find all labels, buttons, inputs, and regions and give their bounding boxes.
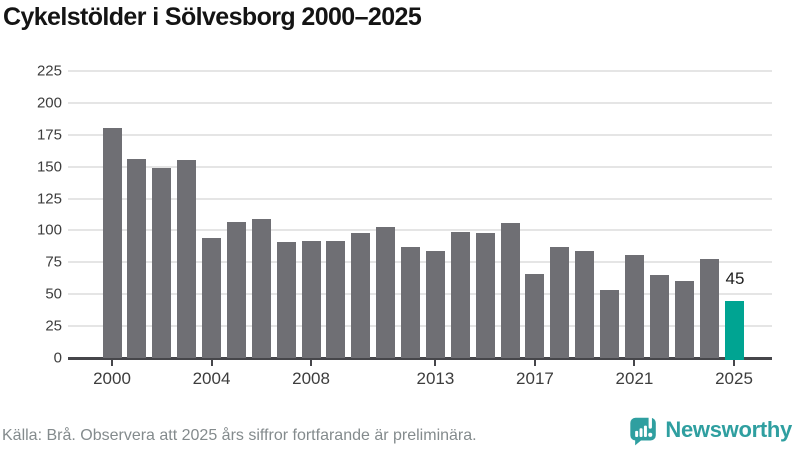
x-tick-2025 [733,359,735,366]
y-tick-label-100: 100 [36,221,62,239]
bar-2002 [152,167,172,358]
y-tick-label-200: 200 [36,94,62,112]
x-tick-label-2017: 2017 [516,369,554,388]
bar-2019 [575,250,595,358]
y-tick-label-25: 25 [45,317,62,335]
bar-2008 [301,240,321,358]
bar-2012 [401,247,421,358]
x-tick-label-2013: 2013 [416,369,455,388]
y-tick-label-125: 125 [36,190,62,208]
highlight-value-label: 45 [725,268,745,288]
newsworthy-speech-bubble-chart-icon [630,415,657,446]
gridline-175 [68,133,772,136]
bar-2015 [475,233,495,358]
x-tick-2008 [310,359,313,366]
bar-2011 [376,226,396,358]
y-tick-label-150: 150 [36,158,62,176]
gridline-100 [68,229,772,232]
x-tick-label-2004: 2004 [192,369,231,388]
bar-2013 [425,250,445,358]
y-axis-labels: 0 25 50 75 100 125 150 175 200 225 [0,63,62,367]
bar-2016 [500,222,520,358]
x-tick-2000 [111,359,113,366]
bar-2000 [102,128,122,358]
x-tick-label-2000: 2000 [93,369,131,388]
x-tick-label-2008: 2008 [292,369,330,388]
y-tick-label-0: 0 [53,349,62,367]
x-axis-ticks: 2000 2004 2008 2013 2017 2021 2025 [68,358,772,398]
gridline-125 [68,197,772,200]
y-tick-label-50: 50 [45,285,62,303]
bar-2009 [326,240,346,358]
gridline-200 [68,101,772,104]
bar-2025 [724,300,744,360]
bar-2007 [276,241,296,358]
plot-area: 45 [68,70,772,360]
x-tick-label-2021: 2021 [615,369,654,388]
y-tick-label-225: 225 [36,62,62,80]
bar-2005 [226,221,246,358]
newsworthy-logo[interactable]: Newsworthy [629,414,792,446]
x-tick-2013 [434,359,437,366]
y-tick-label-75: 75 [45,253,62,271]
y-tick-label-175: 175 [36,126,62,144]
bar-2004 [202,238,222,358]
chart-title: Cykelstölder i Sölvesborg 2000–2025 [3,3,422,31]
bar-2010 [351,233,371,358]
x-tick-label-2025: 2025 [715,369,753,388]
newsworthy-logo-text: Newsworthy [665,417,792,442]
bar-2023 [674,281,694,358]
gridline-225 [68,70,772,72]
x-tick-2004 [210,359,213,366]
bar-2024 [699,258,719,358]
bar-2020 [600,290,620,358]
x-axis-line [68,357,772,360]
x-tick-2021 [633,359,636,366]
bar-2022 [649,275,669,358]
bar-2003 [177,160,197,358]
x-tick-2017 [533,359,536,366]
bar-2021 [624,254,644,358]
bar-2017 [525,273,545,358]
bar-2006 [251,218,271,358]
gridline-150 [68,165,772,168]
source-note: Källa: Brå. Observera att 2025 års siffr… [2,427,477,444]
bar-2001 [127,159,147,358]
bar-2018 [550,247,570,358]
bar-2014 [450,231,470,358]
